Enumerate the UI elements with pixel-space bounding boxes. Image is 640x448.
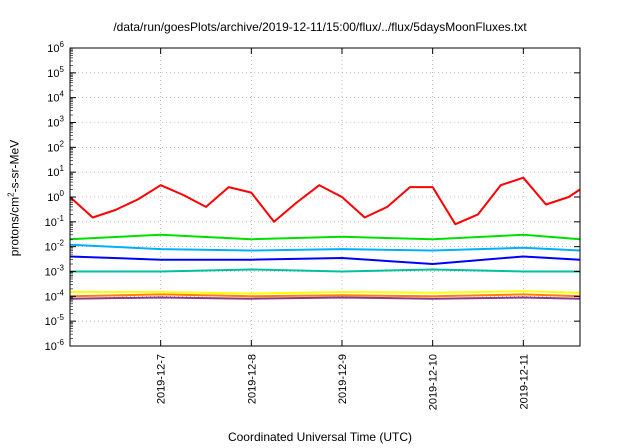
y-axis: 10-6 10-5 10-4 10-3 10-2 10-1 100 101 102 103 104 1… [45,40,580,353]
y-tick-label: 102 [47,139,64,154]
y-tick-label: 10-3 [45,264,65,279]
series-line-8 [69,296,581,300]
y-tick-label: 104 [47,90,64,105]
chart-title: /data/run/goesPlots/archive/2019-12-11/1… [113,20,527,34]
series-line-4 [69,255,581,265]
x-tick-label: 2019-12-8 [246,354,258,404]
y-tick-label: 10-5 [45,313,65,328]
x-tick-label: 2019-12-7 [156,354,168,404]
series-line-5 [70,268,580,273]
series-line-2 [69,233,581,241]
series-line-3 [69,243,581,252]
x-tick-label: 2019-12-11 [518,354,530,409]
y-tick-label: 10-6 [45,338,65,353]
y-axis-label: protons/cm2-s-sr-MeV [7,140,22,256]
y-tick-label: 100 [47,189,64,204]
x-tick-label: 2019-12-9 [337,354,349,404]
y-tick-label: 10-4 [45,288,65,303]
y-tick-label: 106 [47,40,64,55]
y-tick-label: 10-2 [45,239,65,254]
series-line-7 [69,293,581,298]
y-axis-label-sup: 2 [6,192,16,197]
y-tick-label: 101 [47,164,64,179]
series-lines [69,176,581,300]
x-axis: 2019-12-7 2019-12-8 2019-12-9 2019-12-10 201… [156,48,530,410]
y-axis-label-prefix: protons/cm [7,196,22,257]
x-axis-label: Coordinated Universal Time (UTC) [227,430,413,444]
series-line-1 [69,176,581,226]
y-tick-label: 105 [47,65,64,80]
grid [70,48,580,346]
y-tick-label: 10-1 [45,214,65,229]
y-tick-label: 103 [47,115,64,130]
y-axis-label-suffix: -s-sr-MeV [7,139,22,193]
x-tick-label: 2019-12-10 [428,354,440,410]
series-line-6 [70,290,581,295]
